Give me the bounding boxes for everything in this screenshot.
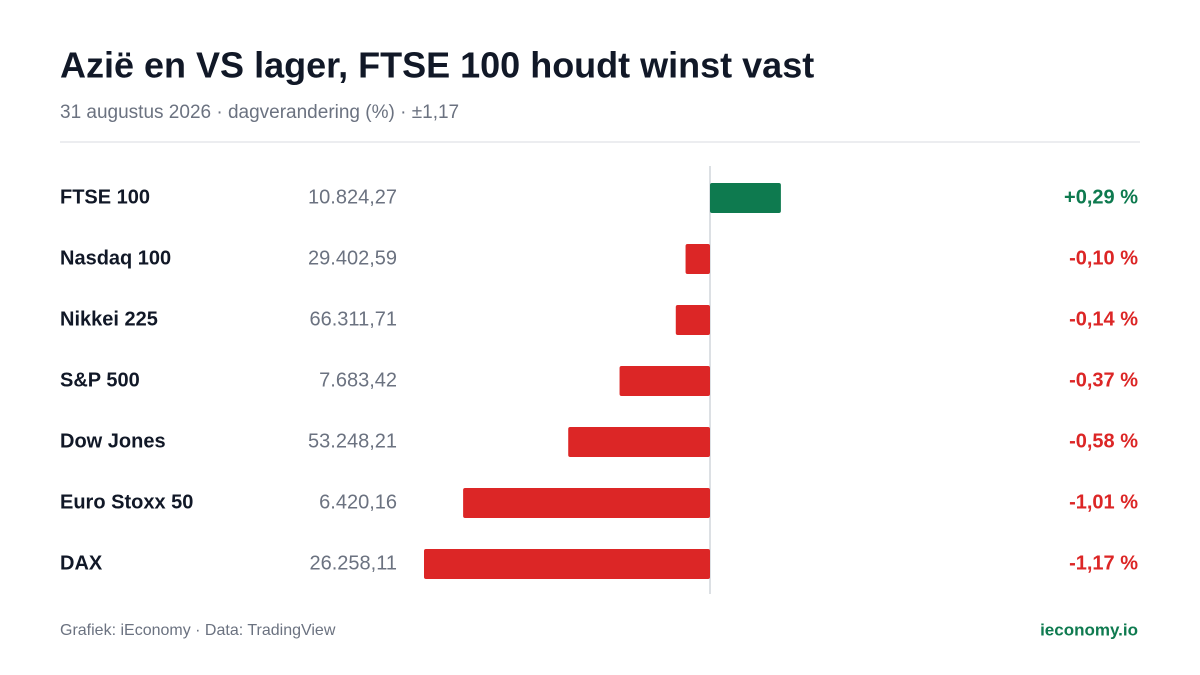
category-label: FTSE 100: [60, 186, 150, 208]
chart-subtitle: 31 augustus 2026 · dagverandering (%) · …: [60, 102, 459, 123]
index-level: 26.258,11: [310, 552, 398, 574]
value-label: -0,37 %: [1069, 369, 1138, 391]
value-label: +0,29 %: [1064, 186, 1138, 208]
category-label: Euro Stoxx 50: [60, 491, 193, 513]
category-label: Nikkei 225: [60, 308, 158, 330]
bar: [568, 427, 710, 457]
brand: ieconomy.io: [1040, 620, 1138, 639]
bar: [424, 549, 710, 579]
category-label: S&P 500: [60, 369, 140, 391]
index-level: 6.420,16: [319, 491, 397, 513]
value-label: -1,17 %: [1069, 552, 1138, 574]
index-level: 66.311,71: [310, 308, 398, 330]
value-label: -0,58 %: [1069, 430, 1138, 452]
index-level: 29.402,59: [308, 247, 397, 269]
bar: [710, 183, 781, 213]
index-level: 7.683,42: [319, 369, 397, 391]
index-level: 10.824,27: [308, 186, 397, 208]
index-level: 53.248,21: [308, 430, 397, 452]
category-label: DAX: [60, 552, 103, 574]
bar: [675, 305, 710, 335]
bar: [463, 488, 710, 518]
value-label: -1,01 %: [1069, 491, 1138, 513]
bar: [619, 366, 710, 396]
category-label: Dow Jones: [60, 430, 166, 452]
value-label: -0,10 %: [1069, 247, 1138, 269]
bar: [685, 244, 710, 274]
source-note: Grafiek: iEconomy · Data: TradingView: [60, 622, 336, 639]
chart-title: Azië en VS lager, FTSE 100 houdt winst v…: [60, 45, 814, 86]
value-label: -0,14 %: [1069, 308, 1138, 330]
category-label: Nasdaq 100: [60, 247, 171, 269]
